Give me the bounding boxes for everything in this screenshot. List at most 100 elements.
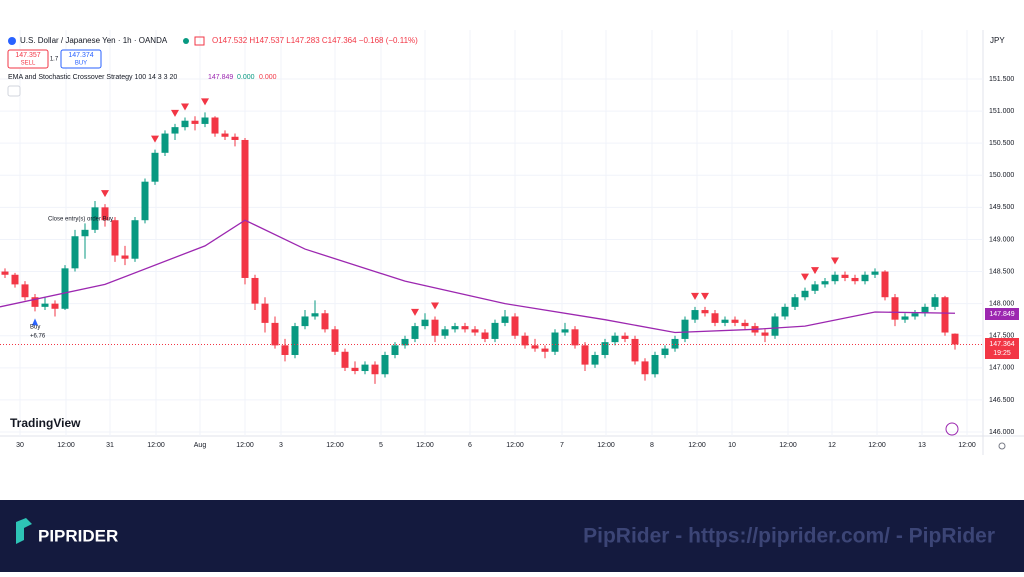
x-tick-label: 12:00 [147, 442, 165, 449]
sell-label[interactable]: SELL [21, 61, 36, 67]
candle-body [661, 348, 669, 355]
replay-icon[interactable] [945, 422, 959, 436]
candle-body [401, 338, 409, 346]
candle-body [431, 319, 439, 336]
candle-body [461, 326, 469, 330]
candle-body [521, 335, 529, 346]
x-tick-label: 8 [650, 442, 654, 449]
y-tick-label: 149.000 [989, 236, 1014, 243]
candle-body [761, 332, 769, 336]
candle-body [921, 306, 929, 314]
candle-body [361, 364, 369, 372]
candle-body [851, 277, 859, 282]
indicator: EMA and Stochastic Crossover Strategy 10… [8, 74, 177, 81]
buy-price[interactable]: 147.374 [68, 52, 93, 59]
currency[interactable]: JPY [990, 36, 1005, 45]
ema-badge [985, 308, 1019, 320]
sell-signal [151, 135, 159, 143]
candle-body [441, 329, 449, 336]
x-tick-label: 3 [279, 442, 283, 449]
y-tick-label: 150.000 [989, 172, 1014, 179]
ohlc: O147.532 H147.537 L147.283 C147.364 −0.1… [212, 36, 418, 45]
x-tick-label: 30 [16, 442, 24, 449]
sell-signal [171, 109, 179, 117]
watermark: PipRider - https://piprider.com/ - PipRi… [583, 525, 995, 548]
x-tick-label: 12:00 [958, 442, 976, 449]
candle-body [131, 220, 139, 259]
candle-body [631, 338, 639, 362]
candle-body [741, 322, 749, 327]
candle-body [941, 297, 949, 333]
sell-signal [411, 308, 419, 316]
x-tick-label: 7 [560, 442, 564, 449]
candle-body [911, 313, 919, 317]
candle-body [201, 117, 209, 124]
buy-label[interactable]: BUY [75, 61, 87, 67]
sell-signal [431, 302, 439, 310]
candle-body [381, 354, 389, 375]
candle-body [931, 297, 939, 307]
spread: 1.7 [50, 57, 59, 63]
y-tick-label: 146.000 [989, 429, 1014, 436]
buy-button[interactable] [60, 49, 102, 69]
y-tick-label: 148.500 [989, 268, 1014, 275]
candle-body [151, 152, 159, 182]
candle-body [811, 284, 819, 291]
chart-frame [0, 30, 1024, 455]
sell-price[interactable]: 147.357 [15, 52, 40, 59]
indicator-value: 0.000 [259, 74, 277, 81]
candle-body [31, 297, 39, 307]
banner [0, 500, 1024, 572]
x-tick-label: 12:00 [236, 442, 254, 449]
y-tick-label: 151.000 [989, 108, 1014, 115]
candle-body [291, 326, 299, 355]
candle-body [221, 133, 229, 137]
ema-line [0, 219, 956, 334]
collapse-button[interactable] [7, 85, 21, 97]
candle-body [341, 351, 349, 368]
sell-signal [811, 267, 819, 275]
candle-body [111, 220, 119, 256]
candle-body [571, 329, 579, 346]
candle-body [251, 277, 259, 304]
candle-body [121, 255, 129, 259]
candle-body [671, 338, 679, 349]
candle-body [611, 335, 619, 343]
profit: +6.76 [30, 334, 46, 340]
sell-button[interactable] [7, 49, 49, 69]
sell-signal [831, 257, 839, 265]
candle-body [731, 319, 739, 323]
ema-badge-text: 147.849 [989, 311, 1014, 318]
candle-body [181, 120, 189, 128]
sell-signal [691, 292, 699, 300]
candle-body [391, 345, 399, 355]
last-badge-text: 147.364 [989, 341, 1014, 348]
plot [0, 98, 983, 384]
candle-body [91, 207, 99, 230]
candle-body [371, 364, 379, 375]
candle-body [101, 207, 109, 221]
indicator-value: 147.849 [208, 74, 233, 81]
settings-icon[interactable] [998, 442, 1006, 450]
candle-body [511, 316, 519, 336]
logo: PIPRIDER [38, 526, 118, 545]
buy-annotation: Buy [30, 325, 40, 331]
candle-body [601, 342, 609, 355]
sell-signal [181, 103, 189, 111]
close-entry: Close entry(s) order Buy [48, 217, 113, 223]
countdown: 19:25 [993, 350, 1011, 357]
candle-body [841, 274, 849, 278]
candle-body [651, 354, 659, 375]
candle-body [721, 319, 729, 323]
candle-body [21, 284, 29, 298]
y-tick-label: 146.500 [989, 397, 1014, 404]
candle-body [801, 290, 809, 298]
y-tick-label: 148.000 [989, 300, 1014, 307]
candle-body [561, 329, 569, 333]
candle-body [161, 133, 169, 153]
sell-signal [701, 292, 709, 300]
candle-body [171, 127, 179, 134]
candle-body [551, 332, 559, 352]
